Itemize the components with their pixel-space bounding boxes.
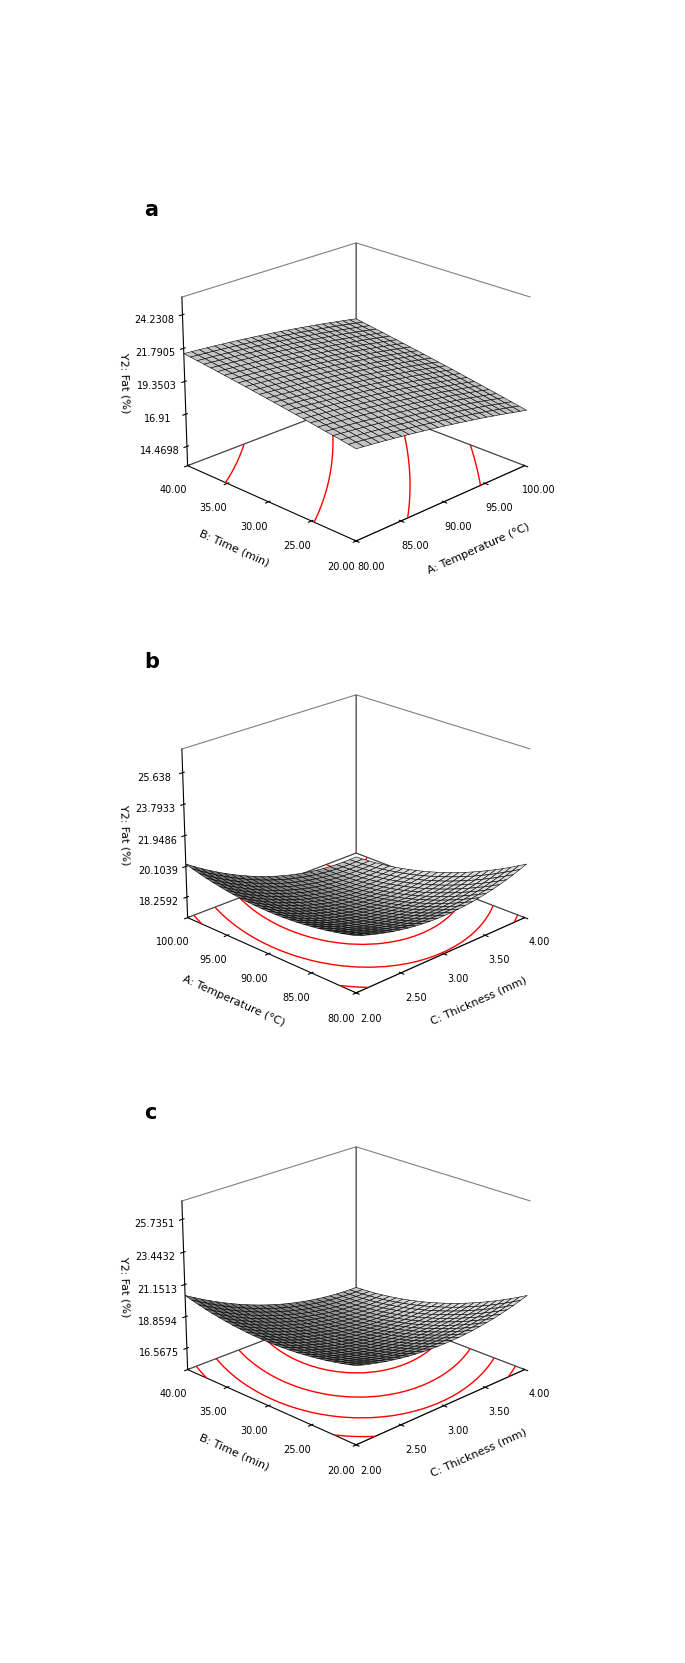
Text: c: c	[144, 1104, 156, 1124]
X-axis label: A: Temperature (°C): A: Temperature (°C)	[426, 522, 531, 575]
Y-axis label: B: Time (min): B: Time (min)	[197, 1434, 271, 1472]
Text: a: a	[144, 200, 158, 220]
Text: b: b	[144, 652, 159, 672]
X-axis label: C: Thickness (mm): C: Thickness (mm)	[429, 1427, 528, 1478]
Y-axis label: A: Temperature (°C): A: Temperature (°C)	[182, 973, 286, 1028]
Y-axis label: B: Time (min): B: Time (min)	[197, 529, 271, 569]
X-axis label: C: Thickness (mm): C: Thickness (mm)	[429, 975, 528, 1026]
